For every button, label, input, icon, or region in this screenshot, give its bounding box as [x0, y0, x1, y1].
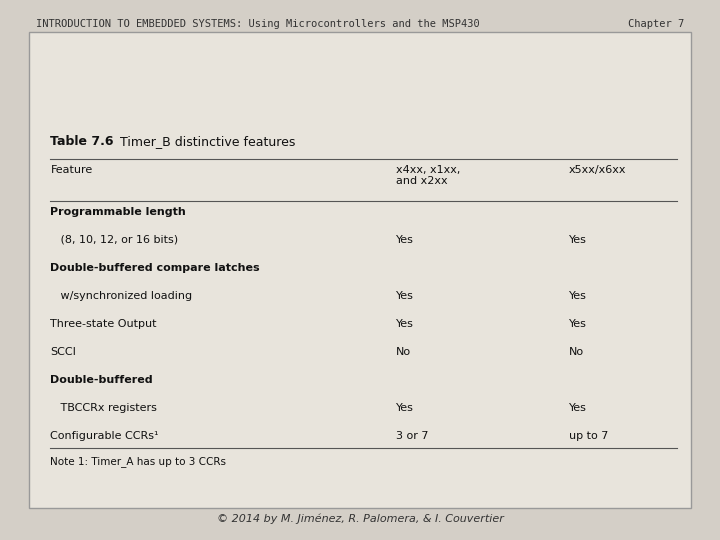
Text: No: No	[569, 347, 584, 357]
Text: SCCI: SCCI	[50, 347, 76, 357]
Text: Double-buffered: Double-buffered	[50, 375, 153, 386]
Text: Programmable length: Programmable length	[50, 207, 186, 217]
Text: up to 7: up to 7	[569, 431, 608, 442]
Text: TBCCRx registers: TBCCRx registers	[50, 403, 157, 414]
FancyBboxPatch shape	[29, 32, 691, 508]
Text: Yes: Yes	[569, 403, 587, 414]
Text: Yes: Yes	[396, 291, 414, 301]
Text: 3 or 7: 3 or 7	[396, 431, 428, 442]
Text: Feature: Feature	[50, 165, 93, 175]
Text: INTRODUCTION TO EMBEDDED SYSTEMS: Using Microcontrollers and the MSP430: INTRODUCTION TO EMBEDDED SYSTEMS: Using …	[36, 19, 480, 29]
Text: x4xx, x1xx,
and x2xx: x4xx, x1xx, and x2xx	[396, 165, 460, 186]
Text: © 2014 by M. Jiménez, R. Palomera, & I. Couvertier: © 2014 by M. Jiménez, R. Palomera, & I. …	[217, 514, 503, 524]
Text: Chapter 7: Chapter 7	[628, 19, 684, 29]
Text: Configurable CCRs¹: Configurable CCRs¹	[50, 431, 159, 442]
Text: No: No	[396, 347, 411, 357]
Text: Yes: Yes	[396, 319, 414, 329]
Text: Timer_B distinctive features: Timer_B distinctive features	[112, 135, 295, 148]
Text: Yes: Yes	[569, 291, 587, 301]
Text: (8, 10, 12, or 16 bits): (8, 10, 12, or 16 bits)	[50, 235, 179, 245]
Text: Yes: Yes	[569, 319, 587, 329]
Text: Table 7.6: Table 7.6	[50, 135, 114, 148]
Text: Three-state Output: Three-state Output	[50, 319, 157, 329]
Text: Yes: Yes	[396, 235, 414, 245]
Text: Note 1: Timer_A has up to 3 CCRs: Note 1: Timer_A has up to 3 CCRs	[50, 456, 226, 467]
Text: Yes: Yes	[569, 235, 587, 245]
Text: w/synchronized loading: w/synchronized loading	[50, 291, 192, 301]
Text: x5xx/x6xx: x5xx/x6xx	[569, 165, 626, 175]
Text: Double-buffered compare latches: Double-buffered compare latches	[50, 263, 260, 273]
Text: Yes: Yes	[396, 403, 414, 414]
